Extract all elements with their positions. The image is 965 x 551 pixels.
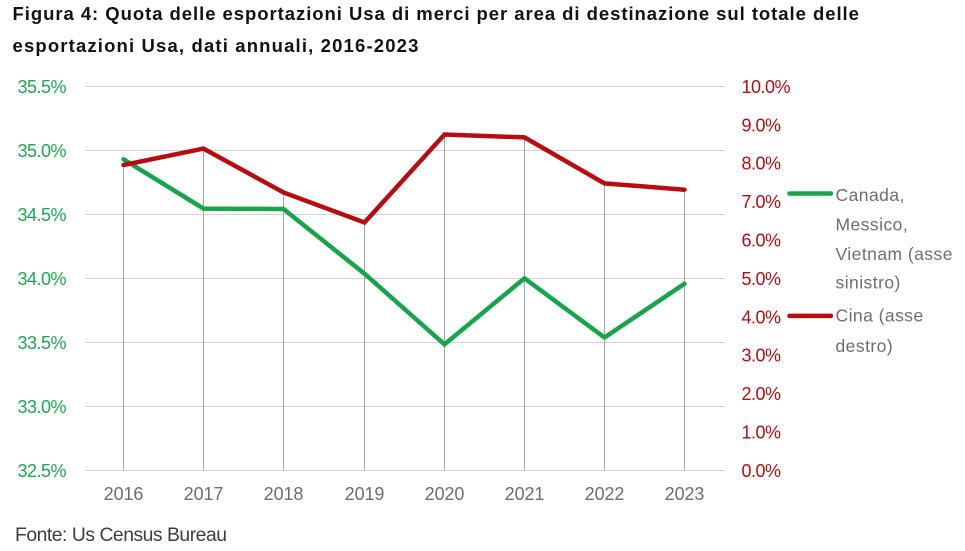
svg-text:8.0%: 8.0% [742,154,782,174]
svg-text:2020: 2020 [425,484,465,504]
svg-text:4.0%: 4.0% [742,307,782,327]
svg-text:32.5%: 32.5% [17,461,66,481]
svg-text:6.0%: 6.0% [742,231,782,251]
svg-text:Vietnam (asse: Vietnam (asse [836,244,953,264]
svg-text:2017: 2017 [184,484,224,504]
svg-text:5.0%: 5.0% [742,269,782,289]
svg-text:destro): destro) [836,336,894,356]
svg-text:2023: 2023 [665,484,705,504]
svg-text:33.0%: 33.0% [17,397,66,417]
svg-text:Figura 4: Quota delle esportaz: Figura 4: Quota delle esportazioni Usa d… [13,3,860,24]
svg-text:2018: 2018 [264,484,304,504]
svg-text:35.5%: 35.5% [17,77,66,97]
svg-text:Fonte: Us Census Bureau: Fonte: Us Census Bureau [15,525,227,546]
svg-text:1.0%: 1.0% [742,423,782,443]
svg-text:Cina (asse: Cina (asse [836,306,924,326]
svg-text:2016: 2016 [104,484,144,504]
svg-text:34.5%: 34.5% [17,205,66,225]
svg-text:7.0%: 7.0% [742,192,782,212]
svg-text:2019: 2019 [345,484,385,504]
svg-text:Messico,: Messico, [836,215,909,235]
svg-text:10.0%: 10.0% [742,77,791,97]
svg-text:0.0%: 0.0% [742,461,782,481]
svg-text:sinistro): sinistro) [836,273,901,293]
svg-text:9.0%: 9.0% [742,115,782,135]
svg-text:2022: 2022 [585,484,625,504]
svg-text:34.0%: 34.0% [17,269,66,289]
svg-text:2.0%: 2.0% [742,384,782,404]
svg-text:35.0%: 35.0% [17,141,66,161]
svg-text:33.5%: 33.5% [17,333,66,353]
svg-text:esportazioni Usa, dati annuali: esportazioni Usa, dati annuali, 2016-202… [13,35,420,56]
svg-text:Canada,: Canada, [836,185,905,205]
svg-text:3.0%: 3.0% [742,346,782,366]
svg-text:2021: 2021 [505,484,545,504]
